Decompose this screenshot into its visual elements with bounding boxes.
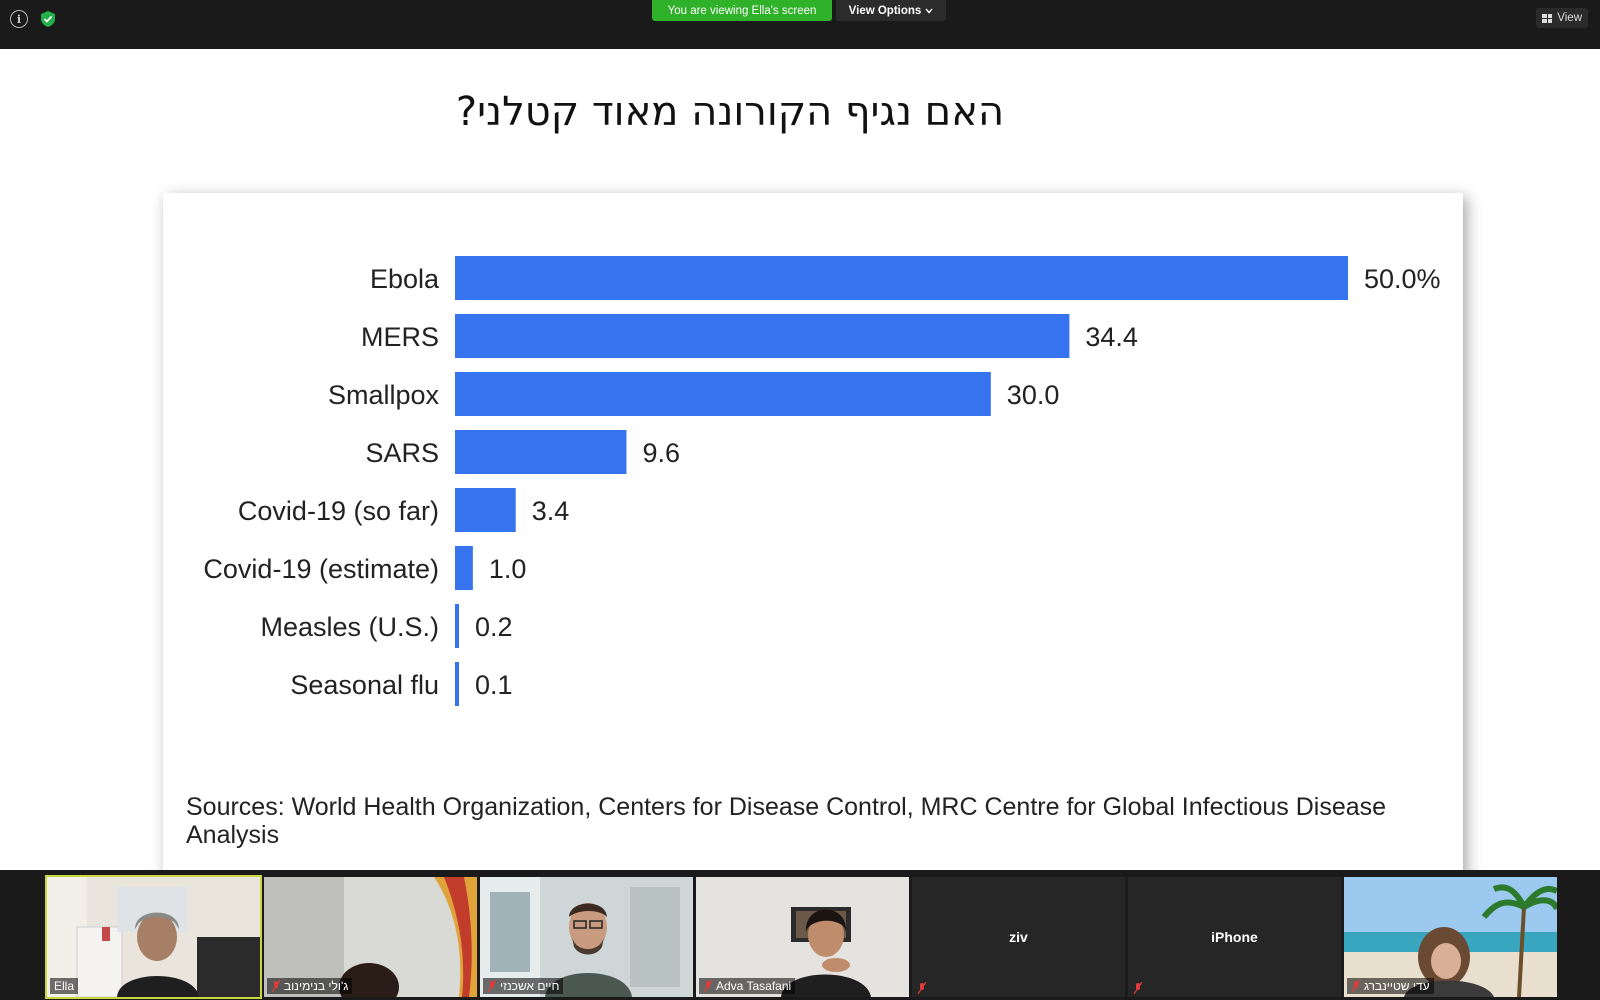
bar	[455, 604, 459, 648]
muted-mic-icon	[487, 980, 497, 992]
value-label: 9.6	[642, 438, 680, 468]
participant-strip: Ella ג'ולי בנימינוב	[0, 870, 1600, 1000]
view-options-label: View Options	[849, 5, 922, 17]
participant-name: חיים אשכנזי	[500, 979, 559, 993]
participant-tile-7[interactable]: עדי שטיינברג	[1344, 877, 1557, 997]
value-label: 3.4	[532, 496, 570, 526]
bar	[455, 546, 473, 590]
shared-screen: האם נגיף הקורונה מאוד קטלני? Ebola 50.0% M…	[0, 49, 1600, 870]
view-options-button[interactable]: View Options	[836, 0, 946, 21]
participant-name: עדי שטיינברג	[1364, 979, 1430, 993]
participant-tile-ziv[interactable]: ziv	[912, 877, 1125, 997]
muted-mic-icon	[271, 980, 281, 992]
info-icon[interactable]: i	[10, 10, 28, 28]
value-label: 34.4	[1085, 322, 1138, 352]
participant-name: ג'ולי בנימינוב	[284, 979, 348, 993]
slide-title: האם נגיף הקורונה מאוד קטלני?	[0, 89, 1460, 135]
category-label: Smallpox	[328, 380, 440, 410]
value-label: 50.0%	[1364, 264, 1441, 294]
participant-tile-4[interactable]: Adva Tasafani	[696, 877, 909, 997]
category-label: Seasonal flu	[290, 670, 439, 700]
category-label: Measles (U.S.)	[260, 612, 439, 642]
participant-name: ziv	[912, 877, 1125, 997]
view-layout-button[interactable]: View	[1536, 8, 1588, 28]
muted-mic-icon	[703, 980, 713, 992]
viewing-screen-banner: You are viewing Ella's screen	[652, 0, 832, 21]
participant-tile-3[interactable]: חיים אשכנזי	[480, 877, 693, 997]
bar	[455, 430, 626, 474]
chevron-down-icon	[925, 8, 933, 14]
sources-note: Sources: World Health Organization, Cent…	[186, 793, 1446, 849]
participant-tile-ella[interactable]: Ella	[47, 877, 260, 997]
participant-tile-iphone[interactable]: iPhone	[1128, 877, 1341, 997]
chart-card: Ebola 50.0% MERS 34.4 Smallpox 30.0 SARS 9.6 Cov…	[163, 193, 1463, 870]
shield-check-icon[interactable]	[39, 10, 57, 28]
participant-name: Adva Tasafani	[716, 979, 791, 993]
category-label: SARS	[365, 438, 439, 468]
value-label: 1.0	[489, 554, 527, 584]
value-label: 0.1	[475, 670, 513, 700]
bar	[455, 488, 516, 532]
category-label: Covid-19 (so far)	[238, 496, 439, 526]
grid-icon	[1542, 14, 1552, 23]
participant-tile-2[interactable]: ג'ולי בנימינוב	[264, 877, 477, 997]
participant-name-tag: עדי שטיינברג	[1347, 978, 1434, 994]
fatality-rate-chart: Ebola 50.0% MERS 34.4 Smallpox 30.0 SARS 9.6 Cov…	[163, 193, 1463, 783]
bar	[455, 314, 1069, 358]
category-label: MERS	[361, 322, 439, 352]
value-label: 0.2	[475, 612, 513, 642]
muted-mic-icon	[917, 981, 927, 993]
meeting-top-bar: i You are viewing Ella's screen View Opt…	[0, 0, 1600, 49]
bar	[455, 372, 991, 416]
participant-name-tag: Ella	[50, 978, 78, 994]
participant-name-tag: Adva Tasafani	[699, 978, 795, 994]
participant-name: iPhone	[1128, 877, 1341, 997]
participant-name: Ella	[54, 979, 74, 993]
value-label: 30.0	[1007, 380, 1060, 410]
bar	[455, 256, 1348, 300]
participant-name-tag: חיים אשכנזי	[483, 978, 563, 994]
muted-mic-icon	[1133, 981, 1143, 993]
muted-mic-icon	[1351, 980, 1361, 992]
bar	[455, 662, 459, 706]
category-label: Covid-19 (estimate)	[203, 554, 439, 584]
participant-name-tag: ג'ולי בנימינוב	[267, 978, 352, 994]
category-label: Ebola	[370, 264, 440, 294]
view-button-label: View	[1557, 12, 1582, 24]
participant-video	[47, 877, 260, 997]
